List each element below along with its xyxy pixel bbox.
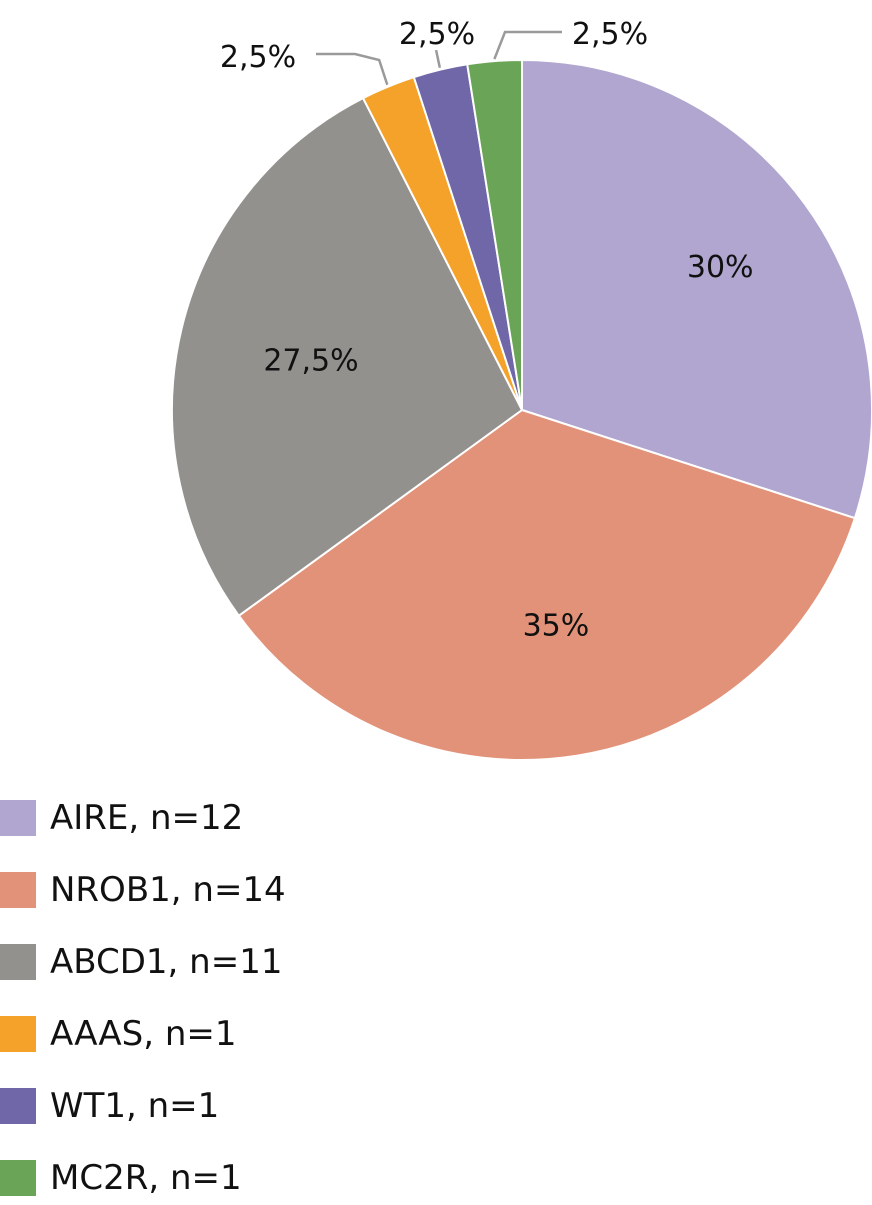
- leader-line-mc2r: [494, 32, 562, 59]
- legend-label: WT1, n=1: [50, 1086, 219, 1126]
- legend-label: AAAS, n=1: [50, 1014, 237, 1054]
- pie-slices: [172, 60, 872, 760]
- leader-line-aaas: [316, 54, 387, 85]
- slice-label-abcd1: 27,5%: [263, 343, 358, 378]
- slice-label-aaas: 2,5%: [220, 40, 296, 75]
- leader-line-wt1: [436, 50, 440, 68]
- legend-swatch: [0, 1016, 36, 1052]
- legend-swatch: [0, 1088, 36, 1124]
- legend-item-wt1: WT1, n=1: [0, 1086, 219, 1126]
- legend-swatch: [0, 800, 36, 836]
- legend-swatch: [0, 944, 36, 980]
- pie-chart: 30% 35% 27,5% 2,5% 2,5% 2,5%: [0, 0, 872, 790]
- legend-item-mc2r: MC2R, n=1: [0, 1158, 242, 1198]
- legend-label: NROB1, n=14: [50, 870, 286, 910]
- slice-label-mc2r: 2,5%: [572, 17, 648, 52]
- slice-label-wt1: 2,5%: [399, 17, 475, 52]
- legend-item-aire: AIRE, n=12: [0, 798, 243, 838]
- legend-label: AIRE, n=12: [50, 798, 243, 838]
- legend-swatch: [0, 872, 36, 908]
- legend-label: ABCD1, n=11: [50, 942, 282, 982]
- slice-label-aire: 30%: [687, 250, 754, 285]
- legend-label: MC2R, n=1: [50, 1158, 242, 1198]
- legend-swatch: [0, 1160, 36, 1196]
- legend-item-aaas: AAAS, n=1: [0, 1014, 237, 1054]
- legend-item-abcd1: ABCD1, n=11: [0, 942, 282, 982]
- legend-item-nrob1: NROB1, n=14: [0, 870, 286, 910]
- slice-label-nrob1: 35%: [523, 608, 590, 643]
